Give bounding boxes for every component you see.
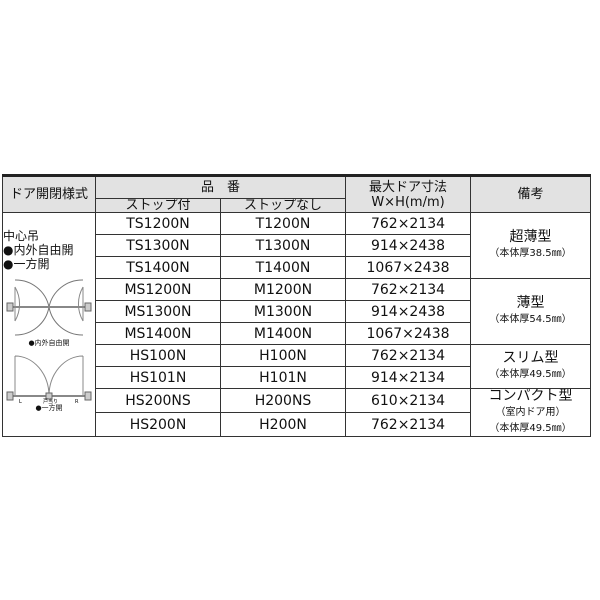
remarks-cell: スリム型 （本体厚49.5㎜）: [470, 344, 592, 389]
cell-with-stop: TS1200N: [95, 212, 221, 235]
cell-with-stop: MS1200N: [95, 278, 221, 301]
label-l: L: [19, 399, 22, 404]
max-size-unit: W×H(m/m): [371, 194, 445, 210]
remarks-title: コンパクト型: [488, 388, 573, 404]
header-style: ドア開閉様式: [2, 175, 96, 213]
table-row: 中心吊 ●内外自由開 ●一方開 ●内外自由開 L 戸当り R ●一方開 TS1200N…: [2, 212, 592, 437]
cell-without-stop: H100N: [219, 344, 347, 367]
cell-size: 762×2134: [345, 212, 472, 235]
cell-without-stop: T1200N: [219, 212, 347, 235]
cell-size: 914×2438: [345, 234, 472, 257]
cell-with-stop: TS1400N: [95, 256, 221, 279]
cell-size: 762×2134: [345, 412, 472, 437]
table-row: MS1300N M1300N 914×2438: [3, 300, 591, 323]
cell-size: 762×2134: [345, 278, 472, 301]
cell-without-stop: H200NS: [219, 388, 347, 413]
cell-size: 610×2134: [345, 388, 472, 413]
header-remarks: 備考: [470, 175, 592, 213]
remarks-cell: コンパクト型 （室内ドア用） （本体厚49.5㎜）: [470, 388, 592, 437]
double-swing-door-diagram: [6, 279, 92, 336]
cell-with-stop: TS1300N: [95, 234, 221, 257]
cell-without-stop: M1200N: [219, 278, 347, 301]
cell-with-stop: MS1300N: [95, 300, 221, 323]
table-row: MS1400N M1400N 1067×2438: [3, 322, 591, 345]
remarks-title: 超薄型: [509, 229, 552, 245]
remarks-note: （本体厚49.5㎜）: [489, 369, 572, 380]
remarks-cell: 超薄型 （本体厚38.5㎜）: [470, 212, 592, 279]
table-row: TS1400N T1400N 1067×2438: [3, 256, 591, 279]
remarks-note: （本体厚49.5㎜）: [489, 423, 572, 434]
spec-table: ドア開閉様式 品 番 最大ドア寸法 W×H(m/m) 備考 ストップ付 ストップな…: [2, 174, 592, 437]
single-swing-door-diagram: L 戸当り R: [6, 355, 92, 404]
style-line: ●一方開: [3, 257, 50, 271]
caption-single-swing: ●一方開: [35, 404, 63, 412]
cell-without-stop: H101N: [219, 366, 347, 389]
cell-size: 914×2438: [345, 300, 472, 323]
remarks-cell: 薄型 （本体厚54.5㎜）: [470, 278, 592, 345]
table-row: HS200NS H200NS 610×2134 コンパクト型 （室内ドア用） （本体厚49…: [3, 388, 592, 437]
header-without-stop: ストップなし: [219, 198, 347, 213]
style-line: ●内外自由開: [3, 243, 74, 257]
table-row: TS1300N T1300N 914×2438: [3, 234, 591, 257]
remarks-title: スリム型: [502, 350, 559, 366]
cell-without-stop: T1300N: [219, 234, 347, 257]
cell-without-stop: H200N: [219, 412, 347, 437]
header-max-size: 最大ドア寸法 W×H(m/m): [345, 175, 472, 213]
cell-with-stop: HS101N: [95, 366, 221, 389]
label-stop: 戸当り: [43, 398, 58, 404]
style-line: 中心吊: [3, 229, 40, 243]
cell-size: 1067×2438: [345, 256, 472, 279]
cell-without-stop: M1400N: [219, 322, 347, 345]
label-r: R: [75, 399, 79, 404]
cell-with-stop: HS100N: [95, 344, 221, 367]
caption-double-swing: ●内外自由開: [28, 339, 70, 347]
table-row: HS101N H101N 914×2134: [3, 366, 591, 389]
cell-with-stop: HS200NS: [95, 388, 221, 413]
table-row: HS200N H200N 762×2134: [3, 412, 591, 437]
remarks-title: 薄型: [516, 295, 545, 311]
max-size-label: 最大ドア寸法: [369, 179, 448, 195]
remarks-note: （室内ドア用）: [495, 407, 566, 418]
cell-without-stop: T1400N: [219, 256, 347, 279]
door-style-cell: 中心吊 ●内外自由開 ●一方開 ●内外自由開 L 戸当り R ●一方開: [2, 212, 96, 437]
table-row: HS100N H100N 762×2134 スリム型 （本体厚49.5㎜）: [3, 344, 592, 389]
cell-with-stop: HS200N: [95, 412, 221, 437]
remarks-note: （本体厚54.5㎜）: [489, 314, 572, 325]
header-product-no: 品 番: [94, 175, 347, 199]
remarks-note: （本体厚38.5㎜）: [489, 248, 572, 259]
cell-without-stop: M1300N: [219, 300, 347, 323]
cell-size: 914×2134: [345, 366, 472, 389]
cell-size: 762×2134: [345, 344, 472, 367]
header-with-stop: ストップ付: [95, 198, 221, 213]
cell-size: 1067×2438: [345, 322, 472, 345]
cell-with-stop: MS1400N: [95, 322, 221, 345]
